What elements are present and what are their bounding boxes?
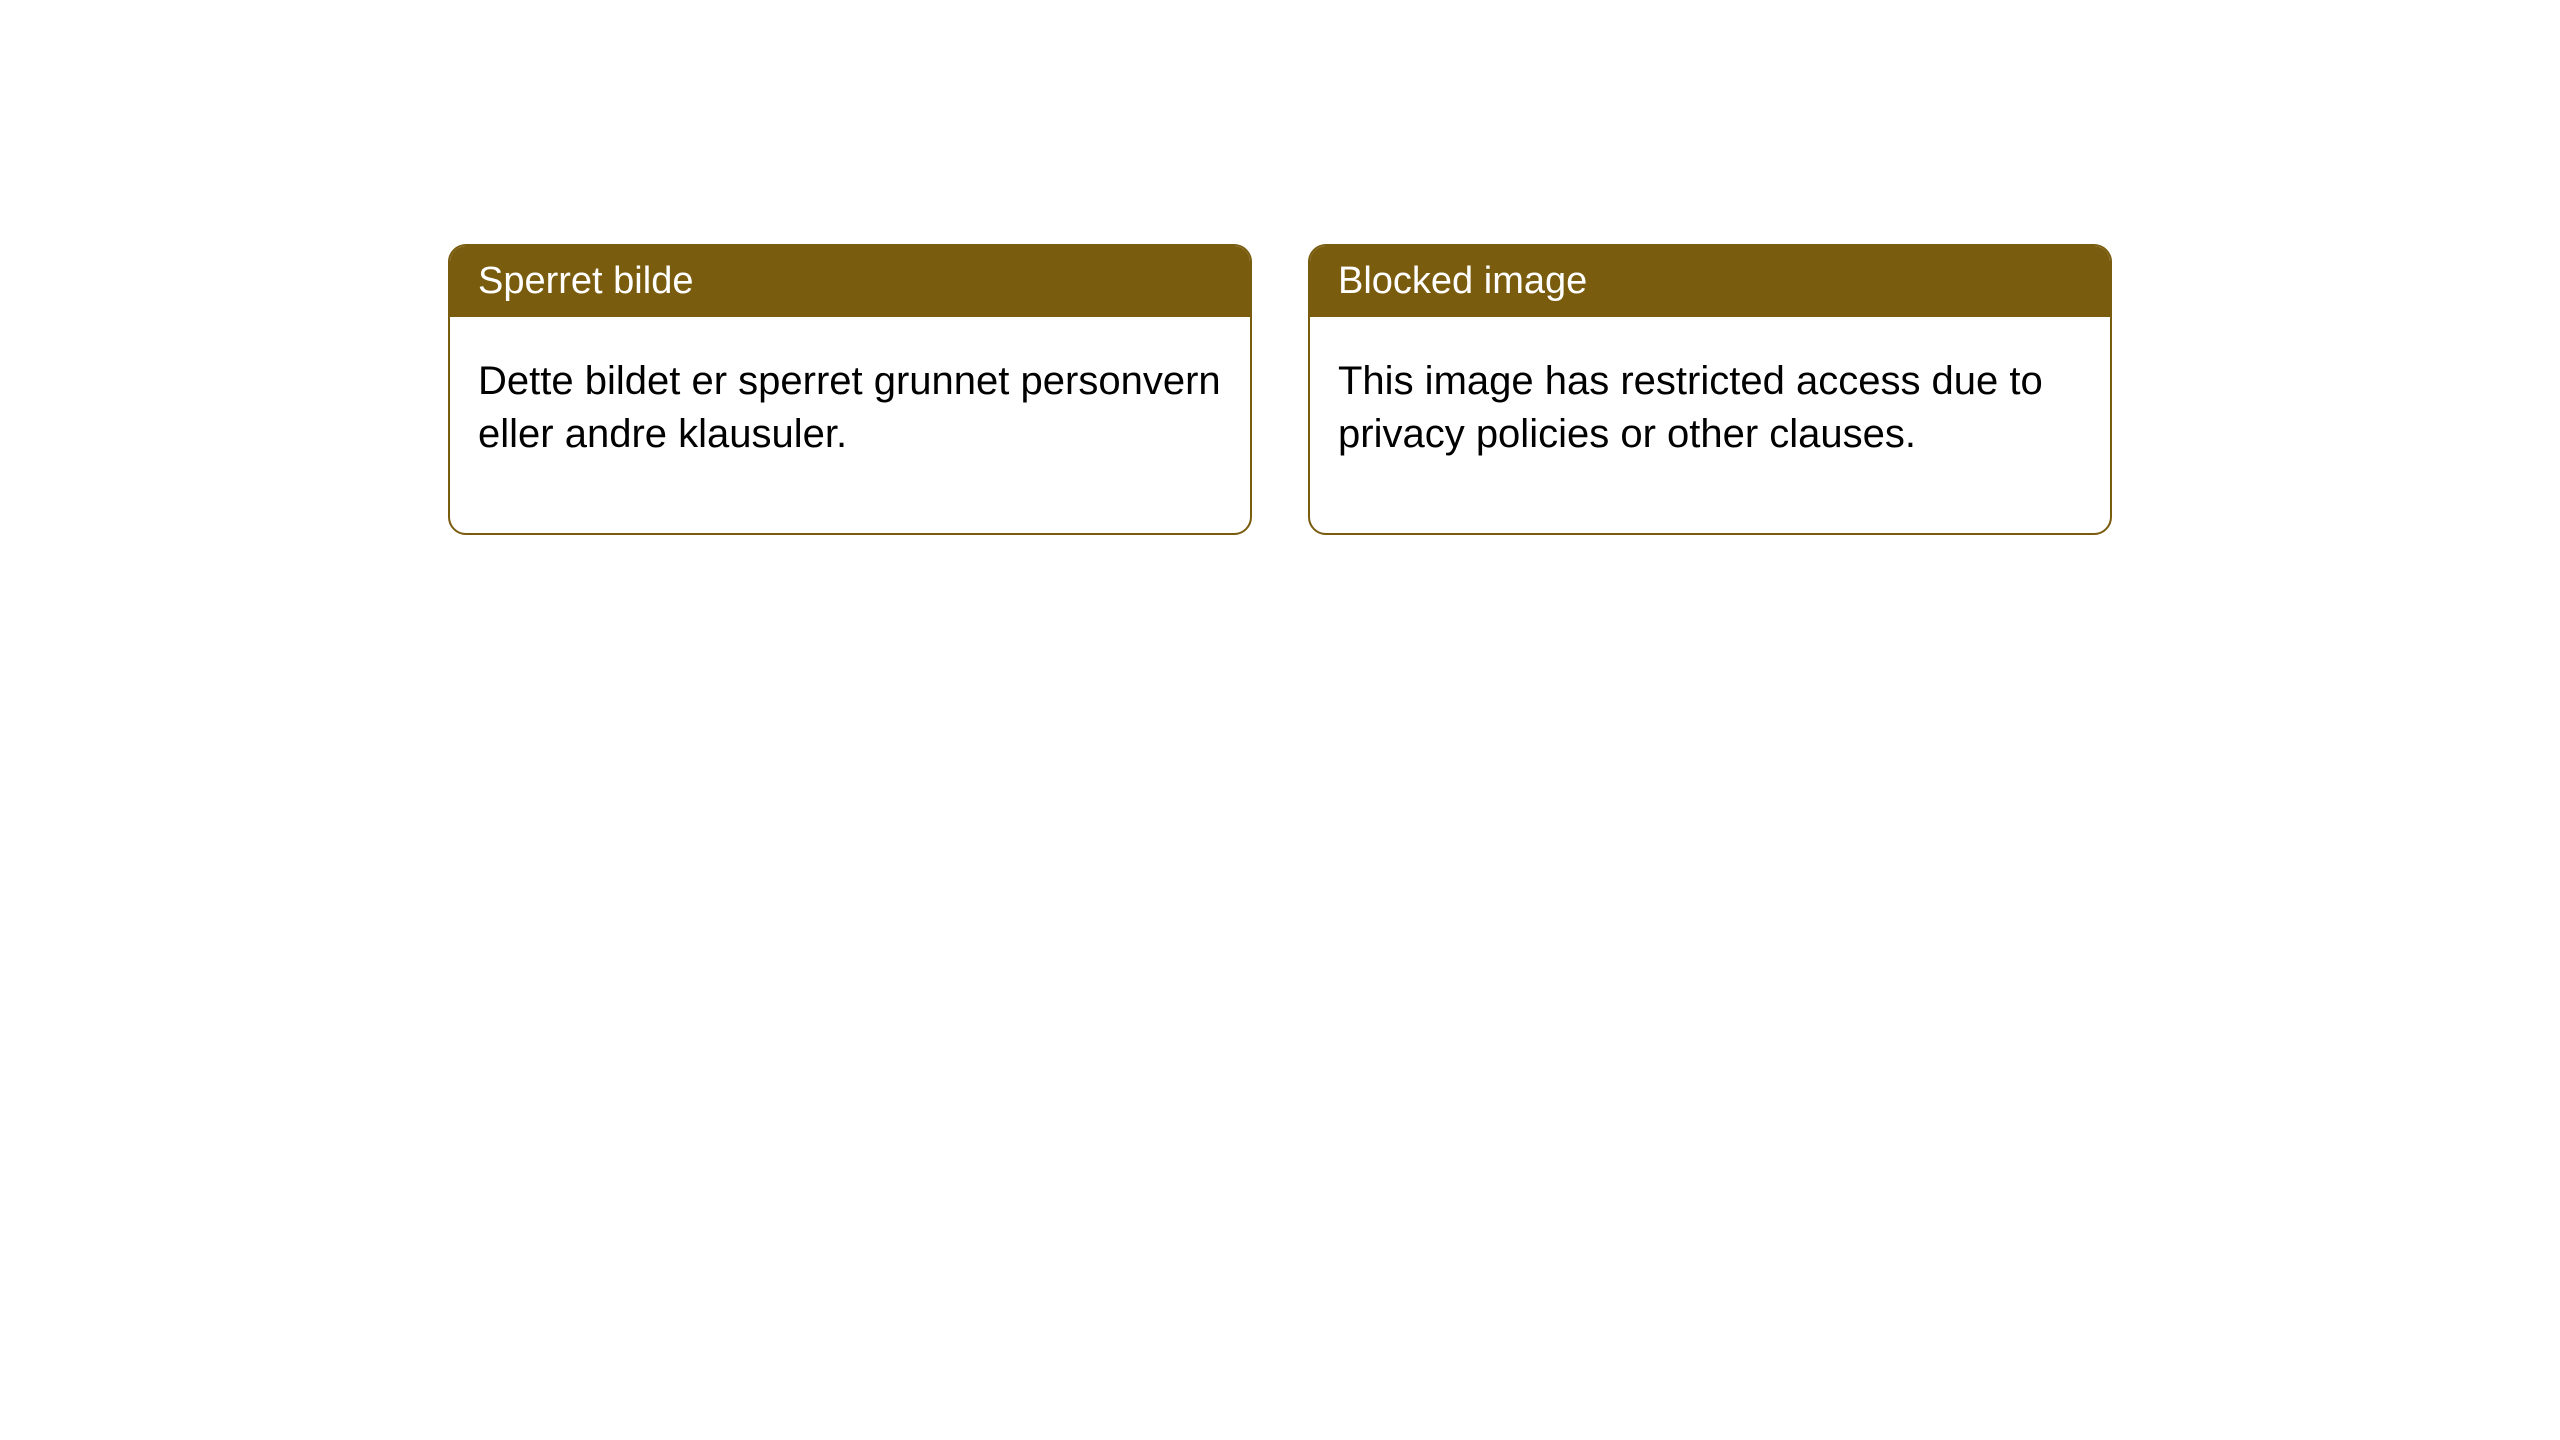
notice-card-text: This image has restricted access due to … (1338, 359, 2043, 456)
notice-card-title: Blocked image (1338, 260, 1587, 302)
notice-panels-container: Sperret bilde Dette bildet er sperret gr… (0, 0, 2560, 535)
notice-card-header: Blocked image (1310, 246, 2110, 317)
notice-card-title: Sperret bilde (478, 260, 693, 302)
notice-card-body: This image has restricted access due to … (1310, 317, 2110, 533)
notice-card-norwegian: Sperret bilde Dette bildet er sperret gr… (448, 244, 1252, 535)
notice-card-text: Dette bildet er sperret grunnet personve… (478, 359, 1221, 456)
notice-card-body: Dette bildet er sperret grunnet personve… (450, 317, 1250, 533)
notice-card-header: Sperret bilde (450, 246, 1250, 317)
notice-card-english: Blocked image This image has restricted … (1308, 244, 2112, 535)
